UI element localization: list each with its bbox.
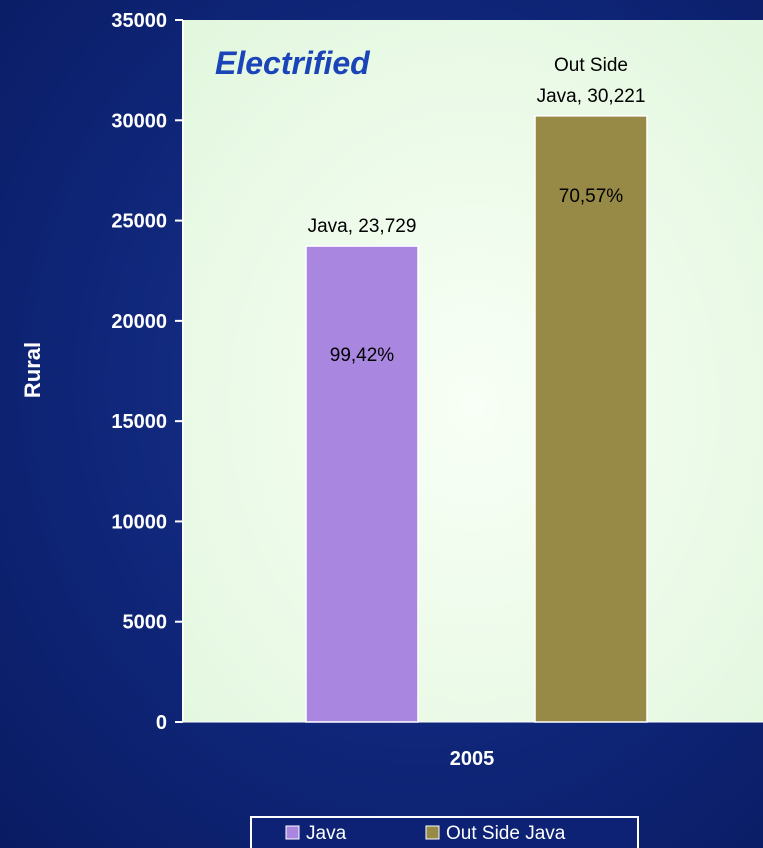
bars: Java, 23,729 99,42% Out Side Java, 30,221 70… — [305, 55, 648, 723]
legend-box — [250, 816, 639, 848]
legend-label: Java — [306, 823, 347, 844]
y-tick-label: 5000 — [123, 612, 168, 634]
bar-data-label: Java, 23,729 — [308, 216, 417, 237]
legend-swatch — [285, 825, 300, 840]
legend-swatch — [425, 825, 440, 840]
legend-label: Out Side Java — [446, 823, 566, 844]
y-axis-title: Rural — [20, 342, 45, 398]
bar-percent-label: 99,42% — [330, 345, 395, 366]
y-tick-label: 0 — [156, 712, 167, 734]
y-tick-label: 20000 — [111, 311, 167, 333]
y-tick-label: 25000 — [111, 211, 167, 233]
bar-data-label: Out Side — [554, 55, 628, 76]
y-axis: 0 5000 10000 15000 20000 25000 30000 35000 — [111, 10, 763, 734]
y-tick-label: 30000 — [111, 110, 167, 132]
y-tick-label: 35000 — [111, 10, 167, 32]
bar-percent-label: 70,57% — [559, 186, 624, 207]
bar-out-side-java — [534, 115, 648, 723]
x-tick-label: 2005 — [450, 748, 495, 770]
bar-data-label: Java, 30,221 — [537, 86, 646, 107]
y-tick-label: 15000 — [111, 411, 167, 433]
legend: Java Out Side Java — [250, 816, 639, 848]
plot-area — [183, 20, 763, 722]
chart-title: Electrified — [215, 45, 371, 81]
y-tick-label: 10000 — [111, 511, 167, 533]
bar-java — [305, 245, 419, 723]
